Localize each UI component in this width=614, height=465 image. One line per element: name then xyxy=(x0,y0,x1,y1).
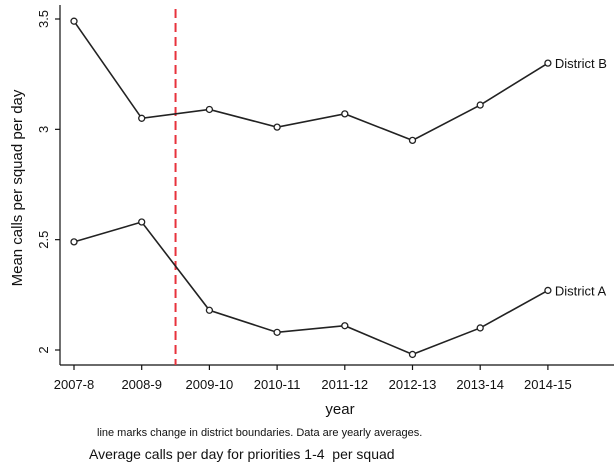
series-end-label: District B xyxy=(555,56,607,71)
data-point xyxy=(341,322,349,330)
y-tick-label: 2 xyxy=(36,346,51,353)
y-tick-label: 3 xyxy=(36,126,51,133)
x-tick-label: 2013-14 xyxy=(456,377,504,392)
series-layer: District B District A xyxy=(70,17,607,359)
y-tick-label: 3.5 xyxy=(36,10,51,28)
x-tick-label: 2009-10 xyxy=(186,377,234,392)
plot-frame xyxy=(59,5,614,366)
data-point xyxy=(341,110,349,118)
series-end-label: District A xyxy=(555,283,607,298)
x-tick-label: 2008-9 xyxy=(121,377,161,392)
data-point xyxy=(205,306,214,314)
x-axis-title: year xyxy=(325,401,354,418)
series-line xyxy=(73,20,549,142)
chart-note: line marks change in district boundaries… xyxy=(97,427,422,439)
data-point xyxy=(70,238,78,246)
x-axis-ticks: 2007-8 2008-9 2009-10 2010-11 2011-12 2012-13… xyxy=(54,365,572,392)
data-point xyxy=(70,17,78,25)
data-point xyxy=(138,114,146,122)
series-district-b: District B xyxy=(70,17,607,145)
data-point xyxy=(408,350,417,359)
data-point xyxy=(544,59,552,67)
series-line xyxy=(73,221,549,356)
y-axis-title: Mean calls per squad per day xyxy=(9,89,26,286)
series-district-a: District A xyxy=(70,218,607,359)
data-point xyxy=(408,136,417,145)
data-point xyxy=(476,101,484,109)
data-point xyxy=(273,328,281,336)
data-point xyxy=(273,123,281,131)
y-tick-label: 2.5 xyxy=(36,231,51,249)
x-tick-label: 2007-8 xyxy=(54,377,94,392)
data-point xyxy=(205,105,214,114)
x-tick-label: 2014-15 xyxy=(524,377,572,392)
y-axis-ticks: 2 2.5 3 3.5 xyxy=(36,10,60,354)
data-point xyxy=(476,324,484,332)
data-point xyxy=(138,218,146,226)
chart-caption: Average calls per day for priorities 1-4… xyxy=(89,446,395,462)
data-point xyxy=(544,286,552,295)
x-tick-label: 2012-13 xyxy=(389,377,437,392)
x-tick-label: 2010-11 xyxy=(254,377,301,392)
x-tick-label: 2011-12 xyxy=(321,377,368,392)
